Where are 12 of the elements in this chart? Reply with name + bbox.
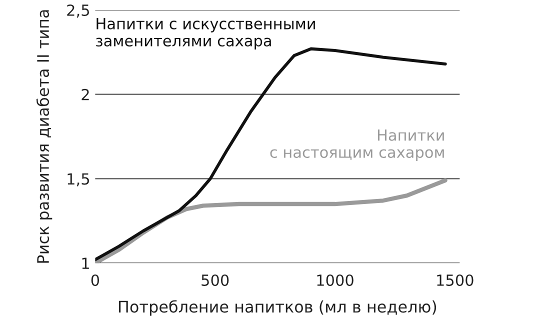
- y-tick-label: 2: [82, 88, 89, 100]
- y-tick-label: 2,5: [67, 4, 90, 18]
- y-axis-title: Риск развития диабета II типа: [36, 10, 52, 263]
- series-label: Напитки с искусственными заменителями сахара: [96, 18, 315, 50]
- x-tick-label: 1500: [437, 274, 474, 286]
- x-axis-title: Потребление напитков (мл в неделю): [118, 300, 436, 316]
- y-tick-label: 1,5: [68, 173, 90, 186]
- x-tick-label: 1000: [317, 274, 354, 286]
- series-label: Напитки с настоящим сахаром: [270, 130, 444, 161]
- y-tick-label: 1: [82, 258, 89, 269]
- x-tick-label: 500: [202, 274, 229, 286]
- x-tick-label: 0: [91, 274, 100, 286]
